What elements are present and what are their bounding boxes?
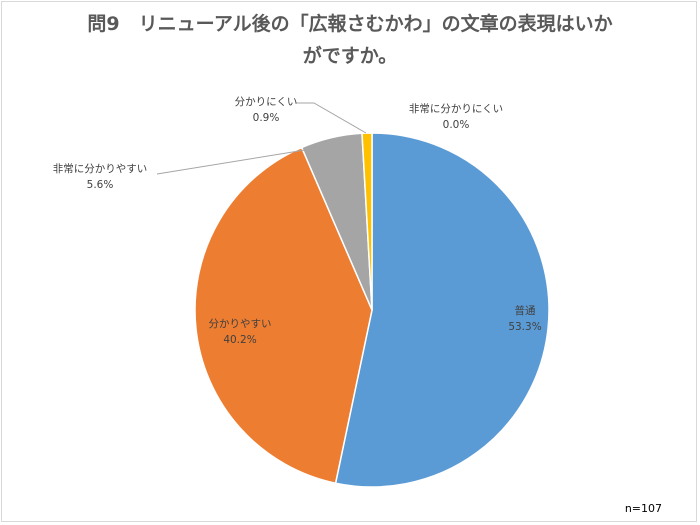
chart-title-line-1: 問9 リニューアル後の「広報さむかわ」の文章の表現はいか	[87, 13, 613, 35]
slice-percent-slice-0: 53.3%	[508, 321, 541, 333]
pie-slice-3	[361, 132, 373, 311]
slice-percent-slice-3: 0.9%	[253, 112, 280, 124]
chart-title: 問9 リニューアル後の「広報さむかわ」の文章の表現はいか がですか。	[0, 8, 700, 72]
slice-label-slice-0: 普通	[515, 304, 536, 317]
pie-slice-1	[194, 146, 373, 485]
slice-percent-slice-1: 40.2%	[223, 334, 256, 346]
leader-line-slice-2	[156, 149, 306, 175]
slice-percent-slice-4: 0.0%	[443, 119, 470, 131]
leader-line-slice-3	[296, 102, 367, 134]
slice-label-slice-3: 分かりにくい	[235, 96, 298, 108]
leader-lines	[156, 102, 367, 175]
slice-label-slice-1: 分かりやすい	[209, 318, 272, 330]
slice-label-slice-4: 非常に分かりにくい	[409, 102, 503, 115]
slice-labels: 普通 53.3% 分かりやすい 40.2% 非常に分かりやすい 5.6% 分かりにくい 0.9…	[53, 96, 542, 346]
slice-percent-slice-2: 5.6%	[87, 179, 114, 191]
pie-slices	[194, 132, 550, 488]
sample-size-note: n=107	[624, 502, 662, 515]
slice-label-slice-2: 非常に分かりやすい	[53, 162, 148, 175]
pie-slice-0	[334, 132, 550, 488]
chart-title-line-2: がですか。	[302, 45, 398, 67]
